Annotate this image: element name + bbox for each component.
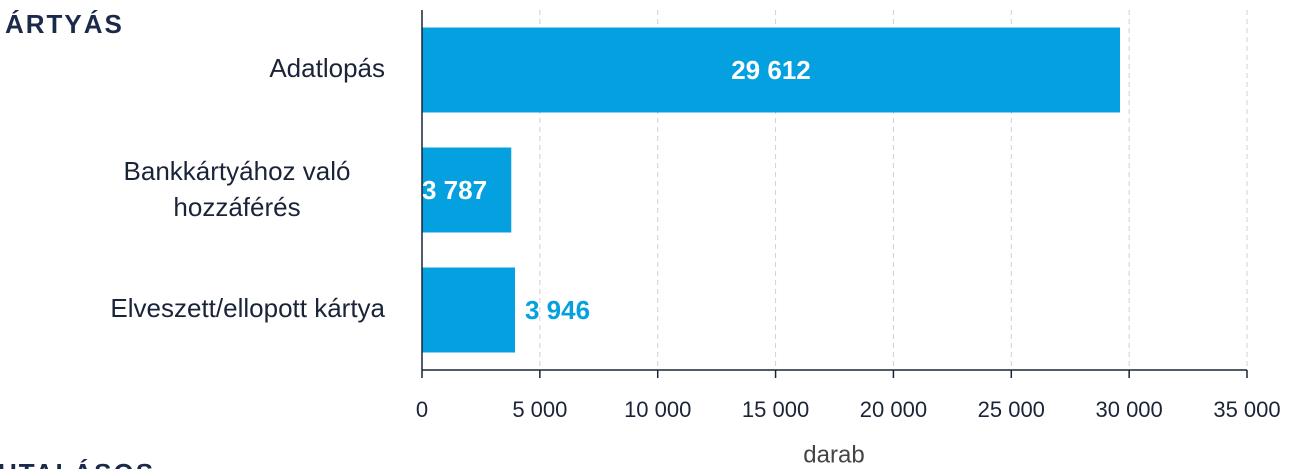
x-tick-label: 10 000 [624,397,691,422]
x-tick-label: 0 [416,397,428,422]
x-tick-label: 25 000 [978,397,1045,422]
x-tick-label: 30 000 [1095,397,1162,422]
x-axis-label: darab [803,441,864,468]
y-tick-label: Elveszett/ellopott kártya [110,293,385,323]
bar [422,27,1120,113]
x-tick-label: 5 000 [512,397,567,422]
y-tick-label: Bankkártyához való hozzáférés [124,156,351,222]
bar [422,267,516,353]
data-label: 29 612 [731,55,811,85]
x-tick-label: 15 000 [742,397,809,422]
y-tick-label: Adatlopás [269,53,385,83]
x-tick-label: 20 000 [860,397,927,422]
x-tick-label: 35 000 [1213,397,1280,422]
section-title: UTALÁSOS [0,458,155,469]
data-label: 3 946 [525,295,590,325]
chart-title: ÁRTYÁS [5,9,124,39]
bar [422,147,512,233]
data-label: 3 787 [422,175,487,205]
